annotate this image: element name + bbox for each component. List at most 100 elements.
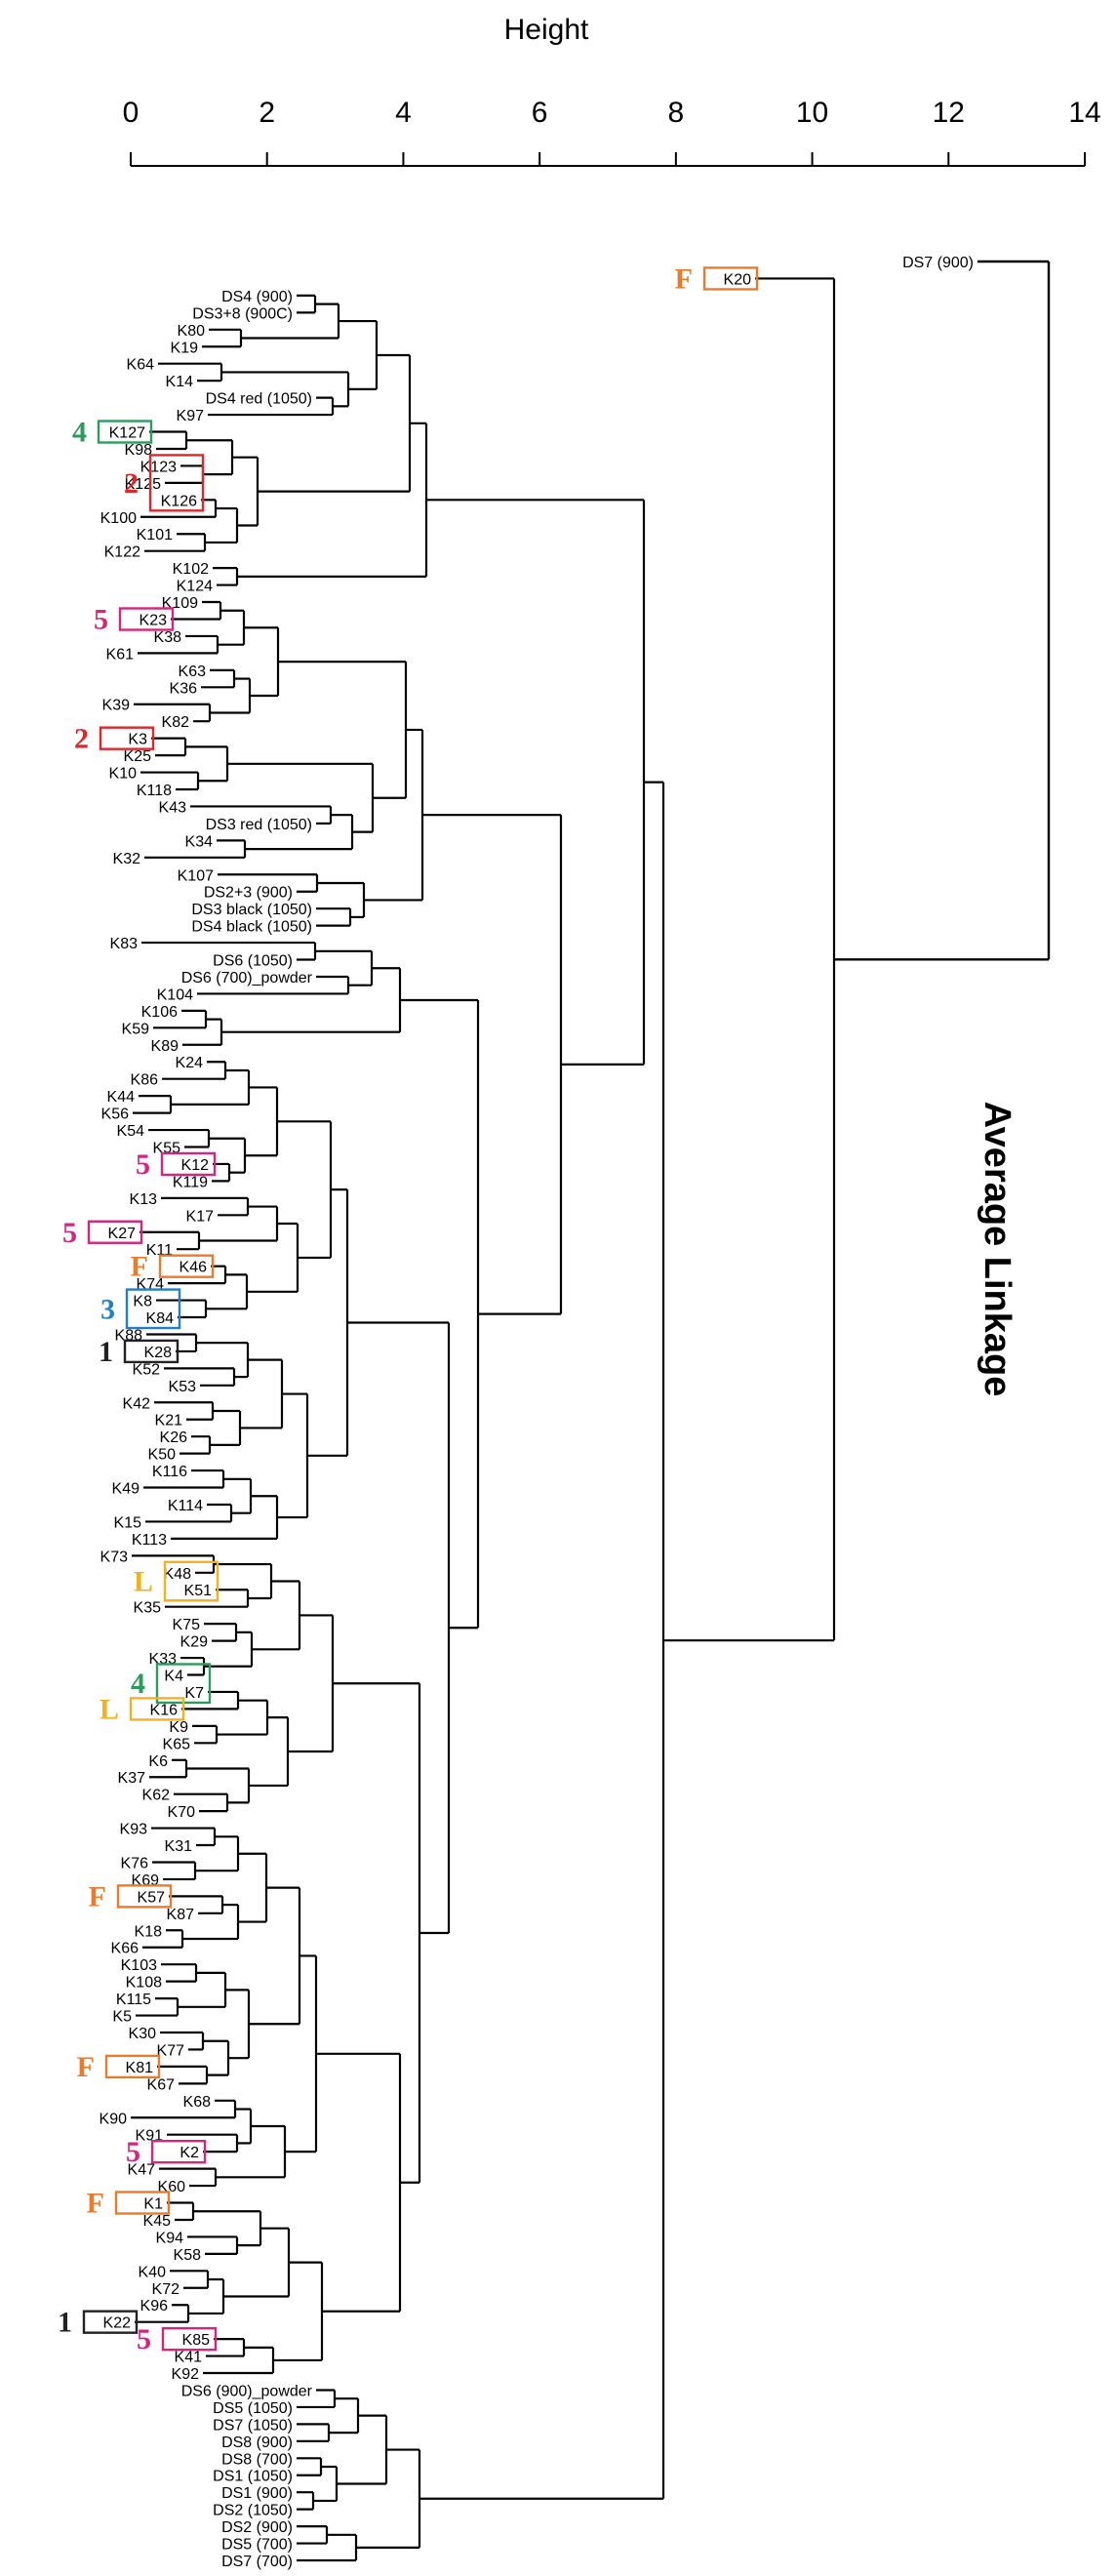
leaf-label: K58	[174, 2247, 202, 2264]
annotation-box	[150, 2139, 207, 2164]
leaf-label: K16	[150, 1702, 179, 1718]
leaf-label: K75	[173, 1617, 201, 1633]
leaf-label: DS1 (1050)	[213, 2469, 293, 2485]
leaf-label: K123	[140, 459, 177, 475]
leaf-label: K81	[126, 2060, 154, 2076]
leaf-label: K36	[170, 680, 198, 697]
leaf-label: K82	[162, 714, 190, 731]
leaf-label: DS7 (1050)	[213, 2417, 293, 2434]
leaf-label: DS6 (700)_powder	[181, 970, 313, 986]
leaf-label: K10	[109, 766, 138, 783]
leaf-label: K83	[110, 936, 139, 952]
leaf-label: K108	[126, 1975, 162, 1992]
leaf-label: K125	[125, 476, 161, 493]
leaf-label: K98	[125, 442, 153, 459]
leaf-label: K40	[139, 2264, 167, 2280]
cluster-label: L	[100, 1693, 119, 1725]
method-title: Average Linkage	[977, 1102, 1017, 1397]
leaf-label: K25	[124, 748, 152, 765]
leaf-label: K28	[144, 1345, 173, 1361]
tick-label: 4	[395, 97, 412, 129]
leaf-label: DS8 (900)	[221, 2435, 293, 2451]
leaf-label: K46	[180, 1260, 208, 1276]
leaf-label: K8	[133, 1294, 152, 1310]
leaf-label: DS4 (900)	[221, 289, 293, 305]
leaf-label: K54	[117, 1123, 145, 1140]
leaf-label: K34	[185, 833, 214, 850]
leaf-label: K64	[127, 357, 155, 374]
leaf-label: K84	[146, 1310, 175, 1327]
tick-label: 8	[668, 97, 685, 129]
tick-label: 0	[123, 97, 140, 129]
leaf-label: K17	[186, 1208, 215, 1225]
leaf-label: K116	[152, 1464, 187, 1480]
annotation-box	[702, 266, 759, 291]
leaf-label: K85	[182, 2332, 211, 2349]
leaf-label: K30	[129, 2026, 157, 2042]
cluster-label: F	[89, 1880, 106, 1912]
annotation-box	[148, 454, 205, 512]
leaf-label: K52	[133, 1361, 161, 1378]
annotation-box	[114, 2191, 171, 2215]
cluster-label: F	[675, 262, 693, 295]
tick-label: 12	[933, 97, 965, 129]
leaf-label: DS7 (700)	[221, 2554, 293, 2570]
leaf-label: K67	[147, 2076, 176, 2093]
annotation-box	[163, 1560, 219, 1602]
cluster-label: F	[87, 2188, 104, 2220]
height-axis: 0 2 4 6 8 10 12 14	[123, 97, 1101, 167]
leaf-label: K101	[137, 527, 173, 543]
leaf-label: K72	[152, 2281, 180, 2298]
tick-label: 6	[532, 97, 548, 129]
leaf-label: K126	[161, 493, 197, 509]
leaf-label: K63	[179, 664, 207, 680]
leaf-label: K7	[184, 1685, 204, 1702]
leaf-label: K66	[111, 1941, 140, 1957]
annotation-box	[129, 1697, 185, 1721]
leaf-label: K102	[173, 561, 209, 578]
annotation-box	[97, 420, 153, 444]
annotation-box	[158, 1254, 215, 1278]
leaf-label: K119	[173, 1174, 208, 1190]
leaf-label: K65	[163, 1736, 191, 1752]
leaf-label: DS4 red (1050)	[206, 391, 312, 408]
leaf-label: K86	[131, 1072, 159, 1089]
leaf-label: K14	[166, 374, 194, 390]
leaf-label: K27	[108, 1226, 137, 1242]
leaf-label: K94	[156, 2230, 184, 2246]
annotation-box	[123, 1339, 180, 1364]
tick-label: 10	[796, 97, 828, 129]
leaf-label: K15	[114, 1514, 142, 1531]
leaf-label: K20	[724, 271, 752, 288]
cluster-label: 4	[72, 417, 87, 449]
leaf-label: K80	[178, 323, 206, 340]
leaf-label: K26	[160, 1429, 188, 1446]
leaf-label: K127	[109, 425, 145, 442]
annotation-box	[104, 2054, 161, 2079]
leaf-label: K18	[135, 1923, 163, 1940]
leaf-label: K76	[121, 1855, 149, 1872]
leaf-label: K107	[178, 867, 214, 884]
leaf-label: K57	[138, 1889, 166, 1906]
leaf-label: K106	[141, 1004, 178, 1021]
leaf-label: K50	[148, 1447, 177, 1464]
axis-title: Height	[504, 14, 589, 46]
annotation-box	[160, 1151, 217, 1177]
leaf-label: K22	[103, 2315, 132, 2332]
annotation-box	[161, 2326, 218, 2352]
leaf-label: K31	[165, 1838, 193, 1855]
leaf-label: K29	[180, 1634, 209, 1651]
leaf-label: K1	[143, 2196, 163, 2213]
leaf-label: K49	[112, 1481, 140, 1498]
leaf-label: K51	[184, 1583, 213, 1599]
leaf-label: K115	[116, 1992, 151, 2008]
leaf-label: K53	[169, 1379, 197, 1395]
leaf-label: DS3 red (1050)	[206, 817, 312, 833]
leaf-label: DS2 (1050)	[213, 2503, 293, 2519]
leaf-label: K90	[100, 2111, 128, 2127]
leaf-label: K5	[112, 2009, 132, 2026]
leaf-label: K41	[175, 2350, 203, 2366]
leaf-label: K42	[123, 1395, 151, 1412]
